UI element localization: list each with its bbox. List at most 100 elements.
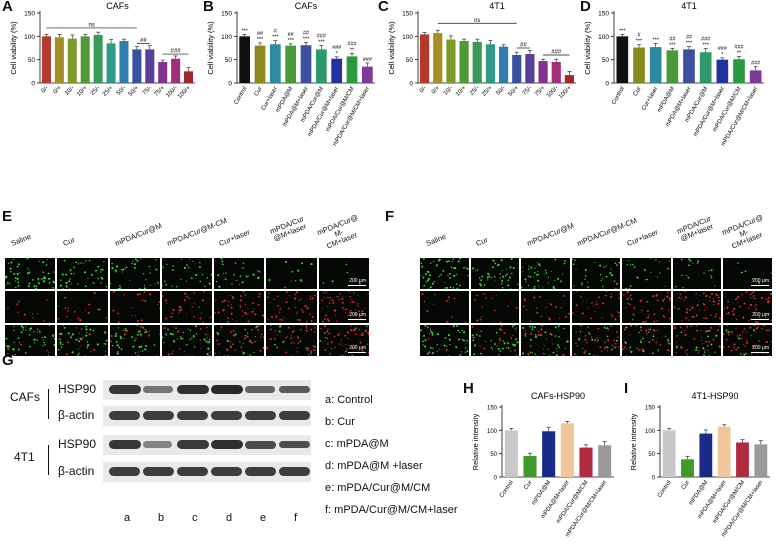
significance-label: ###: [701, 36, 711, 42]
bar: [145, 49, 155, 83]
micrograph-tile-red: [672, 291, 722, 323]
bar: [538, 61, 548, 83]
significance-label: ###: [332, 45, 342, 51]
micrograph-tile-red: 200 μm: [318, 291, 369, 323]
micrograph-column-label: Cur: [474, 235, 490, 248]
micrograph-tile-merge: [470, 324, 520, 356]
wb-lane-label: e: [260, 512, 267, 524]
x-tick-label: 75/+: [534, 85, 547, 98]
wb-band: [211, 411, 243, 420]
micrograph-tile-red: [214, 291, 265, 323]
micrograph-column-label: Saline: [9, 231, 33, 248]
wb-band: [177, 411, 209, 420]
micrograph-tile-red: [57, 291, 108, 323]
micrograph-tile-green: [571, 258, 621, 290]
annotation-hash2: ##: [140, 38, 147, 44]
wb-band: [211, 385, 243, 394]
chart-i: 4T1-HSP90 Relative intensity 0 50 100 150 Cont…: [630, 392, 770, 538]
significance-label: ##: [303, 30, 310, 36]
x-tick-label: Control: [499, 480, 515, 499]
micrograph-tile-green: [109, 258, 160, 290]
x-tick-label: 0/-: [419, 85, 428, 94]
chart-title: 4T1: [489, 1, 505, 11]
x-tick-label: 25/+: [481, 85, 494, 98]
scale-bar: 200 μm: [751, 278, 769, 287]
micrograph-tile-green: [57, 258, 108, 290]
scale-bar-label: 200 μm: [752, 311, 769, 318]
micrograph-column-label: Cur: [61, 235, 77, 248]
wb-strip: [103, 380, 311, 400]
bar: [649, 47, 662, 83]
y-axis-label: Relative intensity: [630, 413, 638, 470]
micrograph-tile-merge: [109, 324, 160, 356]
significance-label: ###: [718, 46, 728, 52]
y-axis-label: Relative intensity: [471, 413, 480, 470]
wb-legend-item: e: mPDA/Cur@M/CM: [325, 482, 431, 494]
y-tick-label: 0: [409, 81, 413, 88]
wb-band: [143, 411, 175, 420]
wb-legend-item: f: mPDA/Cur@M/CM+laser: [325, 504, 458, 516]
annotation-ns: ns: [88, 23, 94, 29]
x-tick-label: 75/-: [142, 85, 154, 97]
micrograph-tile-green: [420, 258, 469, 290]
bar: [315, 49, 327, 83]
y-tick-label: 100: [645, 429, 656, 435]
wb-band: [109, 467, 141, 476]
micrograph-tile-merge: [622, 324, 671, 356]
bar: [579, 447, 593, 477]
y-axis-label: Cell viability (%): [207, 21, 215, 75]
significance-label: ###: [751, 61, 761, 67]
wb-band: [177, 440, 209, 449]
panel-label-i: I: [624, 380, 629, 397]
micrograph-tile-red: [109, 291, 160, 323]
bar: [254, 45, 266, 83]
bar: [485, 44, 496, 83]
y-tick-label: 150: [645, 406, 656, 412]
y-tick-label: 100: [487, 429, 498, 435]
bar: [598, 445, 612, 477]
y-tick-label: 50: [28, 57, 36, 64]
bar: [41, 36, 51, 83]
wb-band: [143, 386, 173, 393]
significance-label: ##: [257, 31, 264, 37]
bar: [733, 59, 745, 83]
bar: [331, 58, 343, 83]
significance-label: ***: [669, 42, 676, 48]
bar: [681, 459, 694, 477]
y-tick-label: 0: [228, 81, 232, 88]
y-tick-label: 0: [605, 81, 609, 88]
y-axis-label: Cell viability (%): [10, 21, 18, 75]
annotation-ns: ns: [474, 18, 480, 24]
wb-group-4t1: 4T1: [14, 450, 35, 464]
micrograph-tile-green: [161, 258, 213, 290]
y-tick-label: 0: [652, 476, 656, 482]
significance-label: ***: [636, 39, 643, 45]
panel-e-micrographs: 200 μm 200 μm 200 μm: [5, 258, 369, 356]
significance-label: *: [336, 51, 339, 57]
y-tick-label: 0: [31, 81, 35, 88]
significance-label: ***: [686, 41, 693, 47]
wb-row-label-hsp90-4t1: HSP90: [58, 437, 97, 451]
scale-bar-label: 200 μm: [752, 278, 769, 285]
wb-band: [143, 467, 175, 476]
micrograph-column-label: mPDA/Cur@M: [525, 221, 575, 248]
y-tick-label: 50: [490, 452, 497, 458]
x-tick-label: 75/-: [522, 85, 534, 97]
bar: [683, 49, 695, 83]
significance-label: ***: [272, 35, 279, 41]
wb-strip: [103, 462, 311, 482]
scale-bar-label: 200 μm: [349, 345, 366, 351]
bar: [564, 75, 575, 83]
x-tick-label: mPDA/Cur@M/CM: [325, 86, 356, 133]
bar: [300, 45, 312, 83]
y-tick-label: 100: [221, 34, 232, 41]
bar: [551, 62, 561, 83]
bar: [716, 59, 729, 83]
x-tick-label: Control: [657, 480, 673, 499]
panel-label-h: H: [463, 380, 474, 397]
wb-lane-label: d: [226, 512, 233, 524]
wb-band: [245, 411, 277, 420]
x-tick-label: 10/-: [64, 85, 76, 97]
bar: [542, 431, 556, 477]
